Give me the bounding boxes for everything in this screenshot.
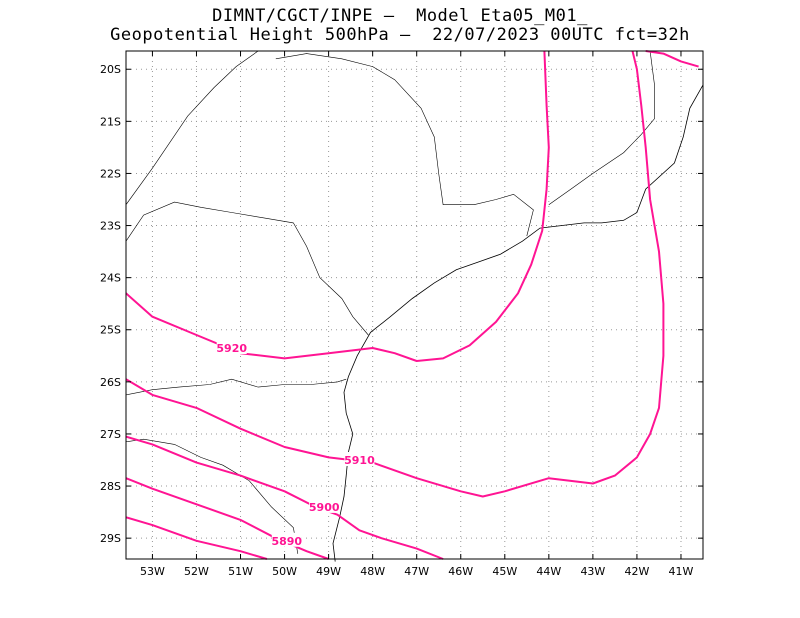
map-frame xyxy=(125,50,704,560)
contour-label: 5920 xyxy=(216,342,247,355)
state-border xyxy=(125,201,369,336)
x-tick-label: 48W xyxy=(360,565,385,578)
contour-label: 5910 xyxy=(344,454,375,467)
x-tick-label: 51W xyxy=(228,565,253,578)
x-tick-label: 52W xyxy=(184,565,209,578)
y-tick-label: 26S xyxy=(100,376,121,389)
x-tick-label: 46W xyxy=(448,565,473,578)
y-tick-label: 27S xyxy=(100,428,121,441)
x-tick-label: 47W xyxy=(404,565,429,578)
contour-line xyxy=(125,477,329,560)
contour-label-background xyxy=(309,498,340,513)
y-tick-label: 24S xyxy=(100,272,121,285)
state-border xyxy=(125,50,259,205)
x-tick-label: 41W xyxy=(669,565,694,578)
state-border xyxy=(125,438,299,554)
contour-label: 5900 xyxy=(309,501,340,514)
contour-label-background xyxy=(216,339,247,354)
y-tick-label: 28S xyxy=(100,480,121,493)
map-title-line1: DIMNT/CGCT/INPE – Model Eta05_M01_ xyxy=(212,6,588,26)
x-tick-label: 45W xyxy=(492,565,517,578)
y-tick-label: 21S xyxy=(100,115,121,128)
state-border xyxy=(548,50,655,205)
contour-labels: 5890 5900 5910 5920 xyxy=(216,339,375,548)
coastline xyxy=(332,84,704,562)
political-boundaries xyxy=(125,50,704,562)
contour-line xyxy=(125,516,268,560)
contour-label-background xyxy=(344,452,375,467)
y-tick-label: 20S xyxy=(100,63,121,76)
x-tick-label: 42W xyxy=(624,565,649,578)
map-title-line2: Geopotential Height 500hPa – 22/07/2023 … xyxy=(110,25,690,45)
x-tick-label: 44W xyxy=(536,565,561,578)
state-border xyxy=(125,378,347,396)
y-tick-label: 23S xyxy=(100,220,121,233)
x-tick-label: 49W xyxy=(316,565,341,578)
axis-ticks: 53W 52W 51W 50W 49W 48W 47W 46W 45W 44W 43W 42W 41W 2… xyxy=(100,51,703,578)
y-tick-label: 25S xyxy=(100,324,121,337)
y-tick-label: 29S xyxy=(100,532,121,545)
y-tick-label: 22S xyxy=(100,167,121,180)
contour-line xyxy=(125,50,550,362)
contour-label-background xyxy=(271,532,302,547)
x-tick-label: 53W xyxy=(140,565,165,578)
graticule xyxy=(126,51,703,559)
contour-line xyxy=(125,50,665,498)
state-border xyxy=(275,53,534,237)
x-tick-label: 50W xyxy=(272,565,297,578)
geopotential-contours xyxy=(125,50,699,560)
x-tick-label: 43W xyxy=(580,565,605,578)
contour-line xyxy=(645,50,699,68)
contour-label: 5890 xyxy=(271,535,302,548)
